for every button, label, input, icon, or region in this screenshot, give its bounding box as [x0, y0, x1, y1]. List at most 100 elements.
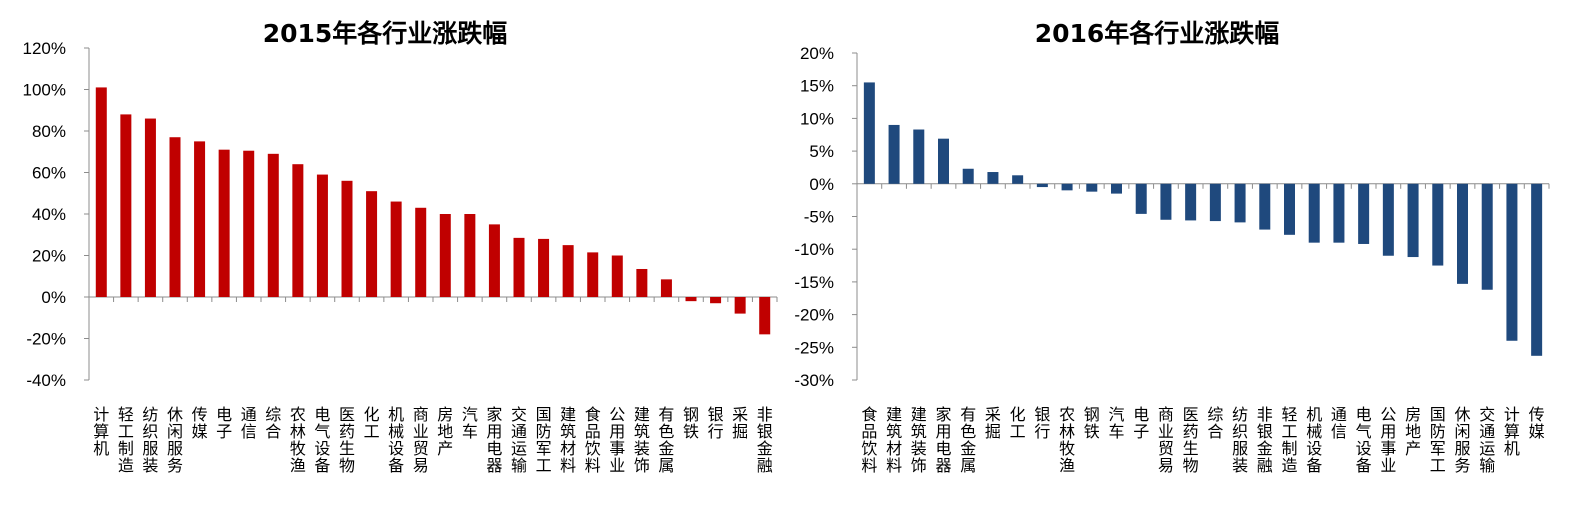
- x-category-label: 化工: [1010, 405, 1026, 441]
- x-category-label: 公用事业: [609, 405, 625, 475]
- x-category-label: 休闲服务: [1454, 405, 1470, 475]
- x-category-label: 纺织服装: [1232, 405, 1248, 475]
- y-tick-label: -30%: [794, 371, 834, 390]
- bar-综合: [267, 153, 279, 297]
- y-tick-label: 15%: [800, 77, 834, 96]
- chart-title-right: 2016年各行业涨跌幅: [1035, 19, 1280, 48]
- bar-休闲服务: [1457, 183, 1468, 284]
- x-category-label: 通信: [1331, 405, 1347, 441]
- x-category-label: 家用电器: [935, 405, 951, 475]
- bar-传媒: [1531, 183, 1543, 356]
- y-tick-label: -40%: [26, 371, 66, 390]
- x-category-label: 轻工制造: [1281, 405, 1297, 475]
- x-category-label: 轻工制造: [118, 405, 134, 475]
- x-category-label: 机械设备: [1306, 405, 1322, 475]
- x-category-label: 交通运输: [1479, 405, 1495, 475]
- bar-轻工制造: [1284, 183, 1295, 235]
- x-category-label: 电气设备: [314, 405, 330, 475]
- y-tick-label: -10%: [794, 240, 834, 259]
- bar-商业贸易: [415, 207, 427, 297]
- bar-公用事业: [1382, 183, 1394, 256]
- x-category-label: 家用电器: [486, 405, 502, 475]
- bar-汽车: [464, 214, 476, 297]
- x-category-label: 电子: [216, 405, 232, 441]
- chart-2015: 2015年各行业涨跌幅 -40% -20% 0% 20% 40% 60% 80% 100% 120…: [23, 19, 778, 475]
- y-tick-label: 0%: [41, 288, 66, 307]
- bar-钢铁: [685, 297, 697, 302]
- x-category-label: 国防军工: [536, 405, 552, 475]
- x-category-label: 有色金属: [960, 405, 976, 475]
- bar-计算机: [1506, 183, 1518, 341]
- x-category-label: 食品饮料: [861, 405, 877, 475]
- x-category-label: 农林牧渔: [1059, 405, 1075, 475]
- bar-休闲服务: [169, 137, 181, 297]
- x-category-label: 商业贸易: [1158, 405, 1174, 475]
- y-tick-label: -5%: [804, 208, 834, 227]
- bar-通信: [243, 150, 255, 297]
- x-category-label: 汽车: [1108, 405, 1124, 441]
- bar-家用电器: [488, 224, 500, 297]
- bar-汽车: [1111, 183, 1122, 194]
- bar-非银金融: [759, 297, 771, 335]
- y-tick-label: -20%: [794, 306, 834, 325]
- bar-银行: [710, 297, 722, 304]
- y-tick-label: 20%: [800, 44, 834, 63]
- bar-采掘: [734, 297, 746, 314]
- bar-医药生物: [341, 180, 353, 297]
- bar-非银金融: [1259, 183, 1271, 230]
- y-tick-label: 5%: [809, 142, 834, 161]
- y-tick-label: -15%: [794, 273, 834, 292]
- x-category-label: 银行: [1034, 405, 1050, 441]
- bar-食品饮料: [863, 82, 875, 184]
- x-category-label: 医药生物: [1183, 405, 1199, 475]
- bar-电子: [218, 149, 230, 297]
- bar-化工: [366, 191, 378, 297]
- chart-2016: 2016年各行业涨跌幅 -30% -25% -20% -15% -10% -5% 0% 5% 10…: [794, 19, 1550, 475]
- x-category-label: 钢铁: [683, 405, 699, 441]
- x-category-label: 休闲服务: [167, 405, 183, 475]
- y-tick-label: 80%: [32, 122, 66, 141]
- bar-纺织服装: [1234, 183, 1246, 223]
- x-category-label: 传媒: [1529, 405, 1545, 441]
- y-tick-label: 20%: [32, 247, 66, 266]
- bar-农林牧渔: [292, 164, 304, 297]
- bar-建筑装饰: [636, 268, 648, 297]
- bar-建筑材料: [562, 245, 574, 297]
- x-category-label: 纺织服装: [142, 405, 158, 475]
- x-category-label: 通信: [241, 405, 257, 441]
- y-tick-label: 10%: [800, 109, 834, 128]
- x-category-label: 建筑装饰: [634, 405, 650, 475]
- bar-轻工制造: [120, 114, 132, 298]
- chart-title-left: 2015年各行业涨跌幅: [263, 19, 508, 48]
- bar-建筑装饰: [913, 129, 925, 184]
- x-category-label: 化工: [364, 405, 380, 441]
- bar-有色金属: [660, 279, 672, 297]
- x-category-label: 非银金融: [757, 405, 773, 475]
- x-category-label: 采掘: [985, 405, 1001, 441]
- bar-食品饮料: [587, 252, 599, 297]
- bar-电气设备: [1358, 183, 1370, 244]
- x-category-label: 传媒: [192, 405, 208, 441]
- x-category-label: 国防军工: [1430, 405, 1446, 475]
- y-tick-label: 120%: [23, 39, 66, 58]
- x-category-label: 建筑材料: [886, 405, 902, 475]
- x-category-label: 机械设备: [388, 405, 404, 475]
- bar-机械设备: [390, 201, 402, 297]
- x-category-label: 综合: [1207, 405, 1223, 441]
- bar-采掘: [987, 172, 999, 184]
- x-category-label: 采掘: [732, 405, 748, 441]
- x-category-label: 有色金属: [658, 405, 674, 475]
- x-category-label: 农林牧渔: [290, 405, 306, 475]
- bar-房地产: [439, 214, 451, 297]
- x-category-label: 钢铁: [1084, 405, 1100, 441]
- bar-商业贸易: [1160, 183, 1172, 220]
- bar-交通运输: [513, 237, 525, 297]
- x-category-label: 商业贸易: [413, 405, 429, 475]
- y-tick-label: 0%: [809, 175, 834, 194]
- bar-银行: [1036, 183, 1048, 188]
- x-category-label: 汽车: [462, 405, 478, 441]
- bar-计算机: [95, 87, 107, 297]
- bar-国防军工: [538, 238, 550, 297]
- x-category-label: 计算机: [1504, 405, 1520, 458]
